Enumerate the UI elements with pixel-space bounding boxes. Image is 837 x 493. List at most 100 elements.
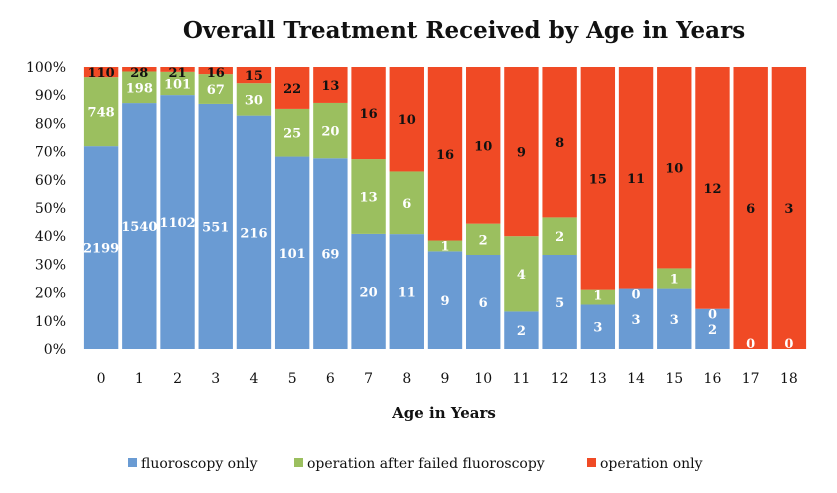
data-label: 2199: [83, 242, 119, 257]
legend-swatch: [128, 458, 137, 467]
bar-segment-operation-after-failed-fluoroscopy: [83, 77, 119, 147]
data-label: 2: [708, 323, 717, 338]
bar-segment-fluoroscopy-only: [466, 255, 501, 349]
bar-segment-operation-only: [771, 67, 807, 349]
data-label: 16: [436, 148, 454, 163]
data-label: 16: [207, 66, 225, 81]
bar-segment-operation-after-failed-fluoroscopy: [389, 171, 424, 235]
legend-label: operation only: [600, 456, 703, 472]
data-label: 2: [555, 230, 564, 245]
bar-segment-operation-after-failed-fluoroscopy: [351, 159, 386, 234]
bar-segment-operation-only: [657, 67, 692, 269]
data-label: 10: [665, 162, 683, 177]
bar-segment-operation-only: [122, 67, 157, 72]
data-label: 1102: [159, 216, 195, 231]
data-label: 9: [440, 294, 449, 309]
data-label: 1540: [121, 220, 157, 235]
bar-segment-operation-only: [695, 67, 730, 309]
bar-segment-operation-after-failed-fluoroscopy: [274, 108, 310, 157]
bar-segment-operation-after-failed-fluoroscopy: [657, 268, 692, 289]
y-tick-label: 30%: [35, 257, 66, 273]
bar-segment-operation-only: [733, 67, 768, 349]
data-label: 0: [746, 348, 755, 363]
bar-segment-operation-only: [160, 67, 195, 72]
data-label: 13: [360, 190, 378, 205]
x-tick-label: 6: [326, 371, 335, 387]
data-label: 0: [746, 337, 755, 352]
data-label: 0: [632, 288, 641, 303]
data-label: 1: [593, 289, 602, 304]
bar-segment-operation-after-failed-fluoroscopy: [580, 289, 616, 305]
data-label: 1: [440, 240, 449, 255]
data-label: 12: [703, 182, 721, 197]
bar-segment-operation-only: [427, 67, 463, 241]
x-tick-label: 7: [364, 371, 373, 387]
bar-segment-operation-after-failed-fluoroscopy: [504, 236, 539, 312]
bar-segment-fluoroscopy-only: [236, 115, 272, 349]
x-tick-label: 8: [402, 371, 411, 387]
bar-segment-fluoroscopy-only: [274, 156, 310, 349]
bar-segment-operation-only: [580, 67, 616, 290]
data-label: 8: [555, 136, 564, 151]
data-label: 67: [207, 83, 225, 98]
data-label: 0: [708, 308, 717, 323]
x-axis-title: Age in Years: [391, 404, 496, 422]
legend-swatch: [294, 458, 303, 467]
bar-segment-operation-after-failed-fluoroscopy: [160, 71, 195, 96]
data-label: 748: [88, 106, 115, 121]
legend: fluoroscopy only operation after failed f…: [128, 456, 703, 472]
bar-segment-operation-only: [351, 67, 386, 160]
data-label: 15: [589, 172, 607, 187]
bar-segment-fluoroscopy-only: [198, 103, 233, 349]
data-label: 22: [283, 82, 301, 97]
bar-segment-fluoroscopy-only: [542, 255, 577, 349]
bar-segment-operation-only: [618, 67, 654, 289]
bar-segment-operation-only: [466, 67, 501, 224]
bar-segment-fluoroscopy-only: [427, 251, 463, 349]
bar-segment-operation-only: [504, 67, 539, 237]
bar-segment-operation-only: [542, 67, 577, 218]
x-tick-label: 17: [742, 371, 760, 387]
bar-segment-operation-after-failed-fluoroscopy: [122, 71, 157, 104]
bar-segment-operation-only: [274, 67, 310, 109]
x-tick-label: 12: [551, 371, 569, 387]
y-tick-label: 0%: [44, 342, 66, 358]
bar-segment-fluoroscopy-only: [618, 288, 654, 349]
bar-segment-fluoroscopy-only: [389, 234, 424, 349]
data-label: 28: [130, 66, 148, 81]
x-tick-label: 18: [780, 371, 798, 387]
data-label: 101: [279, 247, 306, 262]
data-label: 10: [398, 113, 416, 128]
data-label: 69: [321, 248, 339, 263]
x-tick-label: 5: [288, 371, 297, 387]
data-label: 13: [321, 79, 339, 94]
data-label: 10: [474, 139, 492, 154]
x-axis: 0 1 2 3 4 5 6 7 8 9 10 11 12 13 14 15 16 17 18: [97, 371, 798, 387]
y-tick-label: 20%: [35, 286, 66, 302]
data-label: 3: [632, 313, 641, 328]
chart-title: Overall Treatment Received by Age in Yea…: [183, 17, 745, 44]
data-labels: 2199748110154019828110210121551671621630…: [83, 66, 793, 363]
bar-segment-fluoroscopy-only: [313, 158, 348, 349]
y-axis: 0% 10% 20% 30% 40% 50% 60% 70% 80% 90% 100%: [26, 60, 66, 358]
bar-segment-operation-only: [313, 67, 348, 103]
data-label: 15: [245, 69, 263, 84]
data-label: 6: [479, 296, 488, 311]
data-label: 9: [517, 146, 526, 161]
bar-segment-operation-after-failed-fluoroscopy: [236, 83, 272, 116]
x-tick-label: 10: [474, 371, 492, 387]
data-label: 3: [784, 202, 793, 217]
x-tick-label: 2: [173, 371, 182, 387]
data-label: 30: [245, 93, 263, 108]
y-tick-label: 80%: [35, 116, 66, 132]
bar-segment-operation-after-failed-fluoroscopy: [198, 74, 233, 104]
data-label: 11: [627, 172, 645, 187]
bar-segment-operation-only: [198, 67, 233, 75]
bar-segment-fluoroscopy-only: [657, 288, 692, 349]
legend-label: fluoroscopy only: [141, 456, 258, 472]
bar-segment-operation-after-failed-fluoroscopy: [313, 102, 348, 159]
bar-segment-operation-only: [389, 67, 424, 172]
data-label: 216: [240, 226, 267, 241]
data-label: 101: [164, 77, 191, 92]
y-tick-label: 60%: [35, 173, 66, 189]
